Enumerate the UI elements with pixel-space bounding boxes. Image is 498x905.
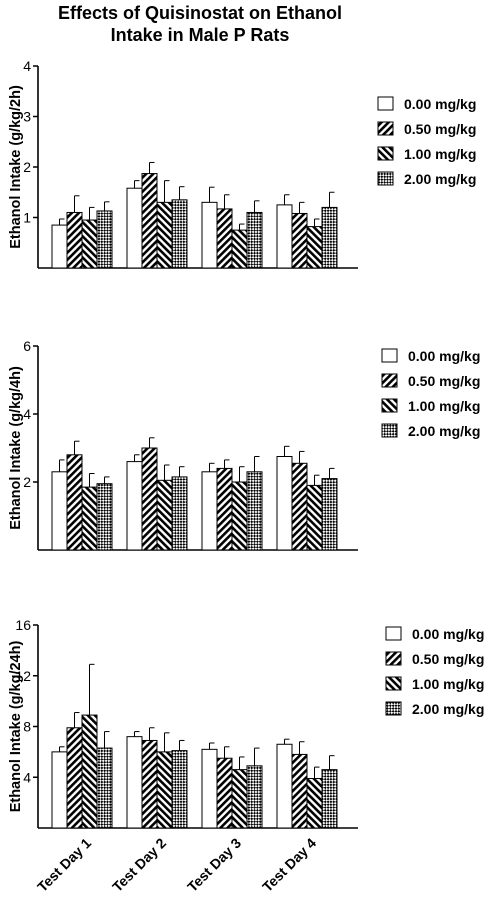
x-tick-label: Test Day 2 xyxy=(109,835,169,895)
legend-swatch xyxy=(385,676,402,691)
bar xyxy=(246,765,263,829)
x-tick-label: Test Day 1 xyxy=(34,835,94,895)
legend-swatch xyxy=(385,701,402,716)
legend-swatch xyxy=(381,348,398,363)
bar xyxy=(291,212,308,269)
bar xyxy=(231,481,248,551)
legend-swatch xyxy=(385,651,402,666)
bar xyxy=(306,226,323,269)
bar xyxy=(51,471,68,551)
legend-swatch xyxy=(377,121,394,136)
y-tick-label: 4 xyxy=(23,406,31,422)
bar xyxy=(96,210,113,269)
bar xyxy=(306,484,323,551)
x-tick-label: Test Day 3 xyxy=(184,835,244,895)
bar xyxy=(126,187,143,269)
chart-panel-1: 1 2 3 4 Ethanol Intake (g/kg/2h) 0.00 mg/kg 0.… xyxy=(8,58,476,269)
y-tick-label: 6 xyxy=(23,338,31,354)
legend-label: 1.00 mg/kg xyxy=(404,146,476,162)
figure-title: Effects of Quisinostat on Ethanol Intake… xyxy=(0,2,400,46)
bar xyxy=(156,201,173,269)
y-tick-label: 4 xyxy=(23,58,31,74)
bar xyxy=(126,461,143,551)
bar xyxy=(201,471,218,551)
y-axis-label: Ethanol Intake (g/kg/2h) xyxy=(8,85,24,249)
legend-label: 1.00 mg/kg xyxy=(412,676,484,692)
legend-label: 0.00 mg/kg xyxy=(408,348,480,364)
bar xyxy=(141,173,158,269)
bar xyxy=(66,454,83,551)
legend-label: 1.00 mg/kg xyxy=(408,398,480,414)
bar xyxy=(51,751,68,829)
y-tick-label: 16 xyxy=(15,617,31,633)
legend-swatch xyxy=(377,146,394,161)
bar xyxy=(81,486,98,551)
bar xyxy=(66,727,83,829)
legend-swatch xyxy=(385,626,402,641)
y-tick-label: 4 xyxy=(23,769,31,785)
bar xyxy=(171,199,188,269)
bar xyxy=(156,751,173,829)
legend-label: 0.50 mg/kg xyxy=(408,373,480,389)
bar xyxy=(201,748,218,829)
legend-swatch xyxy=(381,398,398,413)
legend-label: 2.00 mg/kg xyxy=(412,701,484,717)
legend-label: 0.00 mg/kg xyxy=(412,626,484,642)
bar xyxy=(246,211,263,269)
y-axis-label: Ethanol Intake (g/kg/4h) xyxy=(8,366,24,530)
bar xyxy=(96,747,113,829)
bar xyxy=(156,479,173,551)
bar xyxy=(321,769,338,829)
bar xyxy=(66,211,83,269)
legend-label: 0.50 mg/kg xyxy=(412,651,484,667)
chart-panel-2: 2 4 6 Ethanol Intake (g/kg/4h) 0.00 mg/kg 0.5… xyxy=(8,338,480,551)
legend-label: 2.00 mg/kg xyxy=(408,423,480,439)
y-tick-label: 12 xyxy=(15,668,31,684)
figure-title-line-1: Effects of Quisinostat on Ethanol xyxy=(57,3,342,23)
bar xyxy=(276,743,293,829)
bar xyxy=(51,224,68,269)
bar xyxy=(171,750,188,829)
y-tick-label: 8 xyxy=(23,719,31,735)
bar xyxy=(321,478,338,551)
bar xyxy=(291,462,308,551)
legend-swatch xyxy=(377,171,394,186)
legend-swatch xyxy=(381,423,398,438)
bar xyxy=(231,769,248,829)
bar xyxy=(321,206,338,269)
bar xyxy=(96,483,113,551)
bar xyxy=(246,471,263,551)
legend-swatch xyxy=(381,373,398,388)
bar xyxy=(141,447,158,551)
y-tick-label: 2 xyxy=(23,159,31,175)
legend-label: 0.50 mg/kg xyxy=(404,121,476,137)
bar xyxy=(81,219,98,269)
chart-panel-3: 4 8 12 16 Ethanol Intake (g/kg/24h) Test Day … xyxy=(8,617,484,895)
legend-swatch xyxy=(377,96,394,111)
bar xyxy=(81,714,98,829)
bar xyxy=(276,456,293,551)
bar xyxy=(291,753,308,829)
legend-label: 0.00 mg/kg xyxy=(404,96,476,112)
figure-title-line-2: Intake in Male P Rats xyxy=(110,25,290,45)
x-tick-label: Test Day 4 xyxy=(259,835,319,895)
bar xyxy=(216,757,233,829)
y-tick-label: 3 xyxy=(23,109,31,125)
bar xyxy=(141,739,158,829)
y-tick-label: 1 xyxy=(23,210,31,226)
bar xyxy=(171,476,188,551)
bar xyxy=(276,204,293,269)
bar xyxy=(126,736,143,829)
legend-label: 2.00 mg/kg xyxy=(404,171,476,187)
bar xyxy=(216,467,233,551)
bar xyxy=(201,201,218,269)
bar xyxy=(231,229,248,269)
y-tick-label: 2 xyxy=(23,474,31,490)
bar xyxy=(216,208,233,269)
y-axis-label: Ethanol Intake (g/kg/24h) xyxy=(8,641,24,813)
bar xyxy=(306,778,323,829)
